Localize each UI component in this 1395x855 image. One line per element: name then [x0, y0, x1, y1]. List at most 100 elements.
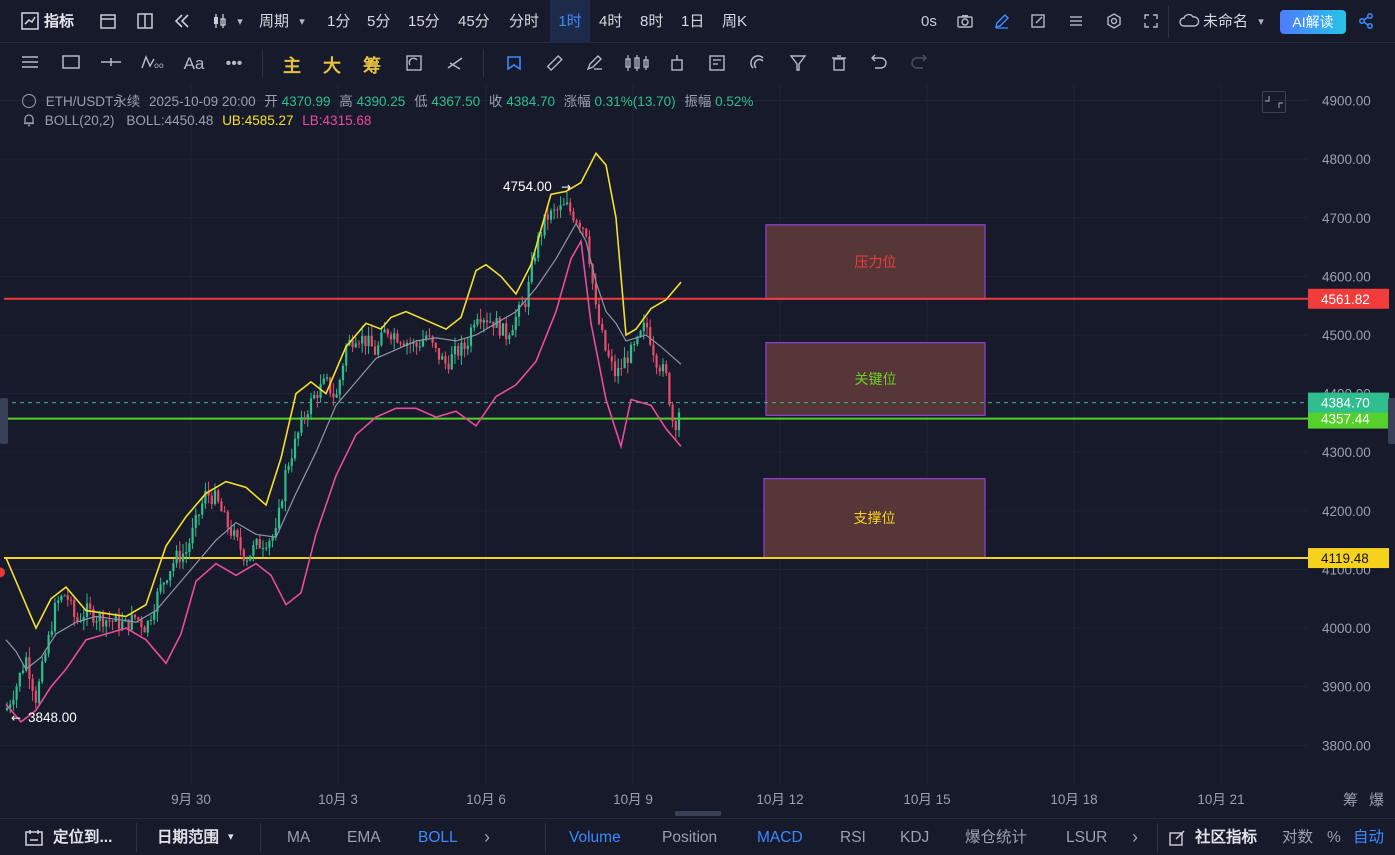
interval-timeshare[interactable]: 分时: [509, 13, 540, 30]
text-tool-icon[interactable]: Aa: [183, 54, 205, 73]
close-value: 4384.70: [506, 94, 555, 109]
candle-body: [325, 377, 329, 379]
cursor-tool-icon[interactable]: [503, 53, 525, 75]
pencil-icon[interactable]: [992, 12, 1012, 32]
interval-week[interactable]: 周K: [722, 13, 748, 30]
collapse-icon[interactable]: [22, 94, 36, 108]
candle-body: [290, 458, 293, 466]
candle-body: [345, 345, 348, 366]
ai-analysis-button[interactable]: AI解读: [1280, 10, 1346, 34]
camera-icon[interactable]: [955, 12, 975, 32]
boll-bands: [5, 151, 682, 724]
price-axis[interactable]: 3800.003900.004000.004100.004200.004300.…: [1308, 85, 1395, 818]
more-icon[interactable]: •••: [225, 55, 243, 72]
big-order-toggle[interactable]: 大: [323, 56, 341, 76]
interval-45m[interactable]: 45分: [458, 13, 490, 30]
settings-icon[interactable]: [1104, 12, 1124, 32]
time-tick-label: 10月 9: [613, 792, 653, 807]
brush-icon[interactable]: [584, 53, 606, 75]
indicator-position[interactable]: Position: [662, 829, 718, 846]
trash-icon[interactable]: [828, 53, 850, 75]
ruler-icon[interactable]: [543, 53, 565, 75]
candle-body: [629, 344, 633, 363]
main-chart-toggle[interactable]: 主: [283, 56, 301, 76]
chevron-down-icon[interactable]: ▾: [237, 16, 243, 28]
candle-body: [581, 227, 585, 229]
interval-1d[interactable]: 1日: [681, 13, 705, 30]
list-icon[interactable]: [1066, 12, 1086, 32]
indicator-kdj[interactable]: KDJ: [900, 829, 930, 846]
log-scale-toggle[interactable]: 对数: [1282, 829, 1314, 846]
chevron-right-icon[interactable]: ›: [1132, 827, 1138, 847]
community-indicators-button[interactable]: 社区指标: [1195, 829, 1258, 846]
indicator-button[interactable]: 指标: [44, 13, 75, 30]
chevron-down-icon[interactable]: ▾: [1258, 16, 1264, 28]
interval-5m[interactable]: 5分: [367, 13, 391, 30]
indicator-volume[interactable]: Volume: [569, 829, 621, 846]
magnet-icon[interactable]: [747, 53, 769, 75]
wave-tool-icon[interactable]: oo: [140, 53, 164, 75]
chevron-down-icon[interactable]: ▾: [228, 831, 234, 843]
indicator-rsi[interactable]: RSI: [840, 829, 866, 846]
candle-body: [319, 384, 322, 398]
candle-body: [185, 551, 188, 554]
indicator-lsur[interactable]: LSUR: [1066, 829, 1108, 846]
share-icon[interactable]: [1356, 12, 1376, 32]
candle-type-icon[interactable]: [210, 12, 230, 32]
replay-icon[interactable]: [172, 12, 192, 32]
calendar-icon[interactable]: [98, 12, 118, 32]
interval-1h[interactable]: 1时: [550, 0, 590, 43]
menu-icon[interactable]: [19, 53, 41, 75]
undo-icon[interactable]: [868, 53, 890, 75]
candle-body: [21, 670, 25, 673]
change-label: 涨幅: [563, 94, 591, 109]
indicator-ema[interactable]: EMA: [347, 829, 381, 846]
indicator-macd[interactable]: MACD: [757, 829, 803, 846]
period-dropdown[interactable]: 周期: [259, 13, 290, 30]
measure-icon[interactable]: [444, 53, 466, 75]
layout-icon[interactable]: [135, 12, 155, 32]
candles-tool-icon[interactable]: [624, 53, 650, 75]
sync-icon[interactable]: [403, 53, 425, 75]
indicator-boll[interactable]: BOLL: [418, 829, 458, 846]
chart-indicator-icon[interactable]: [20, 12, 40, 32]
edit-icon[interactable]: [1168, 829, 1186, 847]
date-range-button[interactable]: 日期范围: [157, 829, 220, 846]
filter-icon[interactable]: [787, 53, 809, 75]
price-tick-label: 4900.00: [1322, 94, 1371, 109]
indicator-ma[interactable]: MA: [287, 829, 311, 846]
rectangle-tool-icon[interactable]: [60, 53, 82, 75]
chevron-right-icon[interactable]: ›: [484, 827, 490, 847]
auto-scale-toggle[interactable]: 自动: [1353, 829, 1385, 846]
time-axis[interactable]: 9月 30 10月 3 10月 6 10月 9 10月 12 10月 15 10月 18 10…: [171, 791, 1384, 816]
interval-1m[interactable]: 1分: [327, 13, 351, 30]
cloud-icon[interactable]: [1178, 12, 1200, 32]
percent-scale-toggle[interactable]: %: [1327, 829, 1341, 846]
expand-icon[interactable]: [1141, 12, 1161, 32]
locate-button[interactable]: 定位到...: [53, 829, 113, 846]
interval-8h[interactable]: 8时: [640, 13, 664, 30]
candle-body: [25, 657, 28, 671]
layout-name[interactable]: 未命名: [1203, 13, 1249, 30]
bell-icon[interactable]: [22, 113, 36, 127]
chevron-down-icon[interactable]: ▾: [299, 16, 305, 28]
note-icon[interactable]: [706, 53, 728, 75]
left-panel-handle[interactable]: [0, 398, 8, 444]
chip-distribution-toggle[interactable]: 筹: [363, 56, 381, 76]
right-panel-handle[interactable]: [1388, 398, 1395, 444]
candle-body: [213, 490, 217, 505]
price-tag-label: 4561.82: [1321, 292, 1370, 307]
alert-marker: [0, 567, 5, 578]
chart-background: [0, 85, 1395, 818]
horizontal-line-tool-icon[interactable]: [100, 53, 122, 75]
interval-4h[interactable]: 4时: [599, 13, 623, 30]
redo-icon[interactable]: [908, 53, 930, 75]
interval-15m[interactable]: 15分: [408, 13, 440, 30]
candle-body: [508, 335, 511, 340]
indicator-liquidation[interactable]: 爆仓统计: [965, 829, 1028, 846]
collapse-scale-button[interactable]: [1262, 91, 1286, 113]
fullscreen-window-icon[interactable]: [1028, 12, 1048, 32]
lock-icon[interactable]: [666, 53, 688, 75]
locate-icon[interactable]: [24, 828, 44, 848]
